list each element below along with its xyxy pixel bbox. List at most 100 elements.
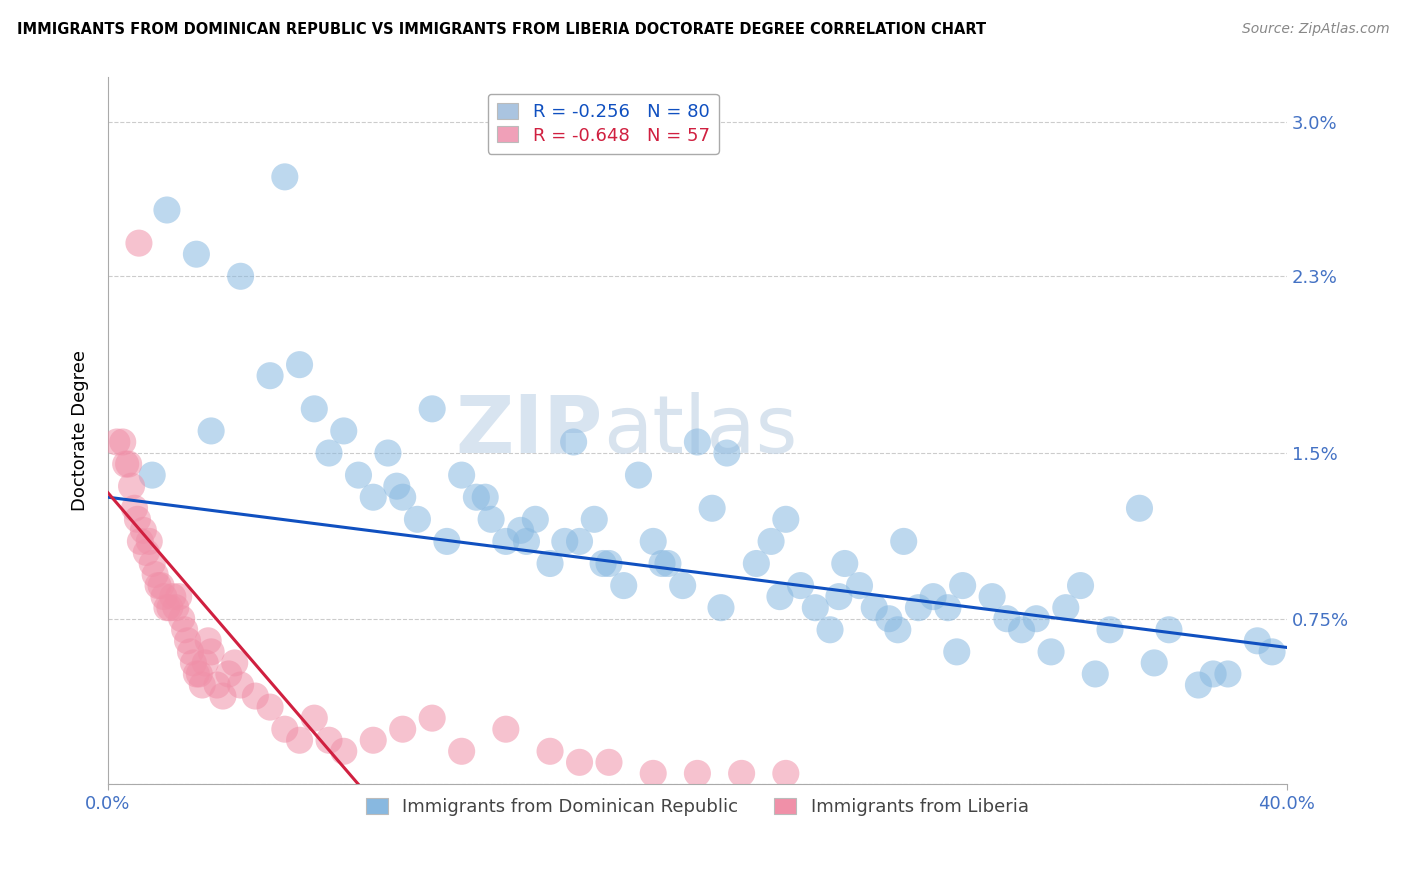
Point — [945, 645, 967, 659]
Point — [186, 667, 208, 681]
Text: atlas: atlas — [603, 392, 797, 470]
Point — [657, 557, 679, 571]
Point — [245, 689, 267, 703]
Point — [509, 524, 531, 538]
Point — [907, 600, 929, 615]
Point — [598, 557, 620, 571]
Point — [1040, 645, 1063, 659]
Point — [229, 269, 252, 284]
Point — [259, 700, 281, 714]
Point — [1084, 667, 1107, 681]
Point — [834, 557, 856, 571]
Point — [562, 434, 585, 449]
Point — [1202, 667, 1225, 681]
Point — [495, 722, 517, 736]
Point — [114, 457, 136, 471]
Point — [1098, 623, 1121, 637]
Point — [288, 733, 311, 747]
Point — [212, 689, 235, 703]
Point — [450, 744, 472, 758]
Point — [1025, 612, 1047, 626]
Point — [775, 512, 797, 526]
Point — [165, 600, 187, 615]
Point — [474, 490, 496, 504]
Point — [1246, 633, 1268, 648]
Point — [117, 457, 139, 471]
Point — [128, 236, 150, 251]
Point — [887, 623, 910, 637]
Point — [229, 678, 252, 692]
Point — [304, 401, 326, 416]
Point — [179, 645, 201, 659]
Point — [183, 656, 205, 670]
Point — [143, 567, 166, 582]
Point — [124, 501, 146, 516]
Point — [1070, 578, 1092, 592]
Point — [863, 600, 886, 615]
Point — [167, 590, 190, 604]
Point — [170, 612, 193, 626]
Point — [391, 490, 413, 504]
Point — [141, 468, 163, 483]
Point — [877, 612, 900, 626]
Point — [146, 578, 169, 592]
Point — [789, 578, 811, 592]
Point — [450, 468, 472, 483]
Text: Source: ZipAtlas.com: Source: ZipAtlas.com — [1241, 22, 1389, 37]
Point — [173, 623, 195, 637]
Point — [127, 512, 149, 526]
Legend: Immigrants from Dominican Republic, Immigrants from Liberia: Immigrants from Dominican Republic, Immi… — [357, 789, 1038, 825]
Point — [135, 545, 157, 559]
Point — [495, 534, 517, 549]
Point — [176, 633, 198, 648]
Point — [759, 534, 782, 549]
Point — [1011, 623, 1033, 637]
Point — [1157, 623, 1180, 637]
Point — [1187, 678, 1209, 692]
Point — [259, 368, 281, 383]
Point — [132, 524, 155, 538]
Point — [686, 434, 709, 449]
Point — [1143, 656, 1166, 670]
Point — [804, 600, 827, 615]
Point — [188, 667, 211, 681]
Point — [651, 557, 673, 571]
Point — [361, 490, 384, 504]
Point — [465, 490, 488, 504]
Point — [318, 446, 340, 460]
Point — [848, 578, 870, 592]
Point — [1128, 501, 1150, 516]
Point — [205, 678, 228, 692]
Point — [224, 656, 246, 670]
Point — [716, 446, 738, 460]
Point — [922, 590, 945, 604]
Point — [332, 744, 354, 758]
Point — [592, 557, 614, 571]
Point — [775, 766, 797, 780]
Text: ZIP: ZIP — [456, 392, 603, 470]
Point — [479, 512, 502, 526]
Point — [138, 534, 160, 549]
Point — [613, 578, 636, 592]
Point — [385, 479, 408, 493]
Point — [702, 501, 724, 516]
Point — [538, 557, 561, 571]
Point — [218, 667, 240, 681]
Point — [194, 656, 217, 670]
Point — [150, 578, 173, 592]
Point — [318, 733, 340, 747]
Point — [730, 766, 752, 780]
Point — [643, 534, 665, 549]
Point — [274, 169, 297, 184]
Point — [554, 534, 576, 549]
Point — [769, 590, 792, 604]
Point — [524, 512, 547, 526]
Point — [288, 358, 311, 372]
Point — [936, 600, 959, 615]
Point — [515, 534, 537, 549]
Point — [129, 534, 152, 549]
Point — [156, 600, 179, 615]
Point — [672, 578, 695, 592]
Point — [111, 434, 134, 449]
Point — [1054, 600, 1077, 615]
